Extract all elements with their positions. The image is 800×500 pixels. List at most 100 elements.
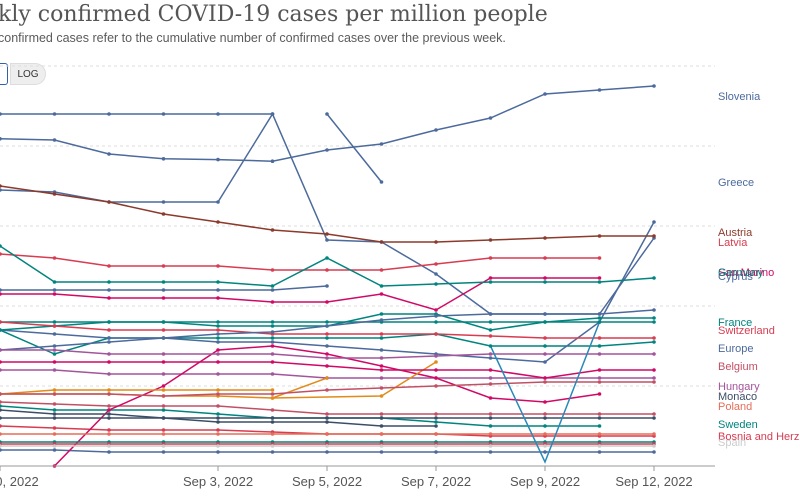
series-germany-point[interactable] [107, 280, 111, 284]
series-germany-line[interactable] [0, 245, 655, 318]
series-cyprus-line[interactable] [326, 113, 383, 183]
series-unlabeled-12-point[interactable] [52, 360, 57, 364]
series-unlabeled-12-point[interactable] [107, 360, 111, 364]
series-unlabeled-12-point[interactable] [488, 368, 493, 372]
log-scale-button[interactable]: LOG [10, 63, 46, 85]
series-latvia-line[interactable] [0, 253, 600, 271]
series-unlabeled-13-point[interactable] [434, 424, 438, 428]
series-poland-point[interactable] [325, 432, 329, 436]
series-hungary-point[interactable] [107, 352, 111, 356]
series-germany-point[interactable] [216, 280, 220, 284]
series-switzerland-point[interactable] [52, 324, 57, 328]
series-spain-point[interactable] [652, 444, 656, 448]
series-unlabeled-3-point[interactable] [597, 412, 602, 416]
series-germany-point[interactable] [325, 256, 329, 260]
series-belgium-point[interactable] [543, 380, 547, 384]
series-europe-point[interactable] [652, 308, 656, 312]
series-latvia-point[interactable] [434, 262, 438, 266]
series-unlabeled-4-line[interactable] [0, 449, 654, 453]
series-cyprus-point[interactable] [0, 112, 2, 116]
series-france-point[interactable] [488, 320, 493, 324]
series-unlabeled-10-point[interactable] [161, 288, 166, 292]
series-label-austria[interactable]: Austria [718, 227, 753, 239]
series-europe-point[interactable] [434, 314, 438, 318]
series-unlabeled-12-point[interactable] [652, 368, 656, 372]
series-latvia-point[interactable] [161, 264, 166, 268]
series-unlabeled-6-point[interactable] [488, 396, 493, 400]
series-unlabeled-9-point[interactable] [161, 388, 166, 392]
series-slovenia-point[interactable] [597, 88, 602, 92]
series-austria-point[interactable] [161, 212, 166, 216]
series-san-marino-point[interactable] [107, 296, 111, 300]
series-switzerland-point[interactable] [379, 332, 384, 336]
series-label-poland[interactable]: Poland [718, 401, 752, 413]
series-france-point[interactable] [216, 320, 220, 324]
series-unlabeled-6-point[interactable] [325, 352, 329, 356]
series-label-belgium[interactable]: Belgium [718, 361, 758, 373]
series-monaco-point[interactable] [543, 416, 547, 420]
series-europe-point[interactable] [325, 324, 329, 328]
series-unlabeled-3-point[interactable] [434, 412, 438, 416]
series-unlabeled-1-point[interactable] [597, 424, 602, 428]
series-spain-point[interactable] [488, 444, 493, 448]
series-unlabeled-6-point[interactable] [379, 364, 384, 368]
series-germany-point[interactable] [270, 284, 275, 288]
series-latvia-point[interactable] [52, 256, 57, 260]
series-unlabeled-6-point[interactable] [216, 348, 220, 352]
series-greece-point[interactable] [0, 188, 2, 192]
series-unlabeled-6-point[interactable] [434, 376, 438, 380]
series-unlabeled-10-point[interactable] [52, 288, 57, 292]
series-france-point[interactable] [543, 320, 547, 324]
series-unlabeled-5-point[interactable] [216, 428, 220, 432]
series-slovenia-point[interactable] [216, 157, 220, 162]
series-unlabeled-7-point[interactable] [107, 336, 111, 340]
series-europe-point[interactable] [161, 336, 166, 340]
series-unlabeled-7-point[interactable] [379, 348, 384, 352]
series-unlabeled-0-point[interactable] [597, 344, 602, 348]
series-austria-point[interactable] [543, 236, 547, 240]
series-hungary-point[interactable] [216, 352, 220, 356]
series-spain-line[interactable] [0, 442, 654, 447]
series-france-point[interactable] [652, 320, 656, 324]
series-unlabeled-0-point[interactable] [543, 344, 547, 348]
series-unlabeled-13-point[interactable] [52, 412, 57, 416]
series-unlabeled-2-point[interactable] [652, 376, 656, 380]
series-belgium-point[interactable] [379, 386, 384, 390]
series-cyprus-point[interactable] [325, 112, 329, 116]
series-unlabeled-2-line[interactable] [0, 366, 654, 379]
series-unlabeled-11-point[interactable] [379, 394, 384, 398]
series-hungary-point[interactable] [161, 352, 166, 356]
series-unlabeled-6-point[interactable] [543, 400, 547, 404]
series-unlabeled-2-point[interactable] [488, 376, 493, 380]
series-germany-point[interactable] [597, 280, 602, 284]
series-france-point[interactable] [52, 320, 57, 324]
series-unlabeled-6-point[interactable] [161, 384, 166, 388]
series-europe-point[interactable] [543, 312, 547, 316]
series-austria-point[interactable] [216, 220, 220, 224]
series-unlabeled-13-point[interactable] [216, 420, 220, 424]
series-austria-line[interactable] [0, 176, 654, 243]
series-unlabeled-12-point[interactable] [161, 360, 166, 364]
series-unlabeled-1-point[interactable] [488, 424, 493, 428]
series-hungary-point[interactable] [434, 354, 438, 358]
series-switzerland-point[interactable] [161, 328, 166, 332]
series-unlabeled-4-point[interactable] [434, 450, 438, 454]
series-unlabeled-1-point[interactable] [543, 424, 547, 428]
series-spain-point[interactable] [597, 444, 602, 448]
series-monaco-point[interactable] [161, 416, 166, 420]
series-unlabeled-8-point[interactable] [597, 316, 602, 320]
series-germany-point[interactable] [652, 276, 656, 280]
series-unlabeled-5-line[interactable] [0, 425, 654, 437]
series-unlabeled-0-point[interactable] [52, 352, 57, 356]
series-europe-point[interactable] [597, 312, 602, 316]
series-greece-point[interactable] [434, 272, 438, 276]
series-unlabeled-4-point[interactable] [543, 450, 547, 454]
series-austria-point[interactable] [379, 240, 384, 244]
series-unlabeled-8-point[interactable] [270, 324, 275, 328]
series-latvia-point[interactable] [0, 252, 2, 256]
series-belgium-line[interactable] [0, 381, 654, 397]
series-monaco-point[interactable] [434, 416, 438, 420]
series-unlabeled-1-point[interactable] [161, 408, 166, 412]
series-unlabeled-9-point[interactable] [270, 388, 275, 392]
series-unlabeled-4-point[interactable] [325, 450, 329, 454]
